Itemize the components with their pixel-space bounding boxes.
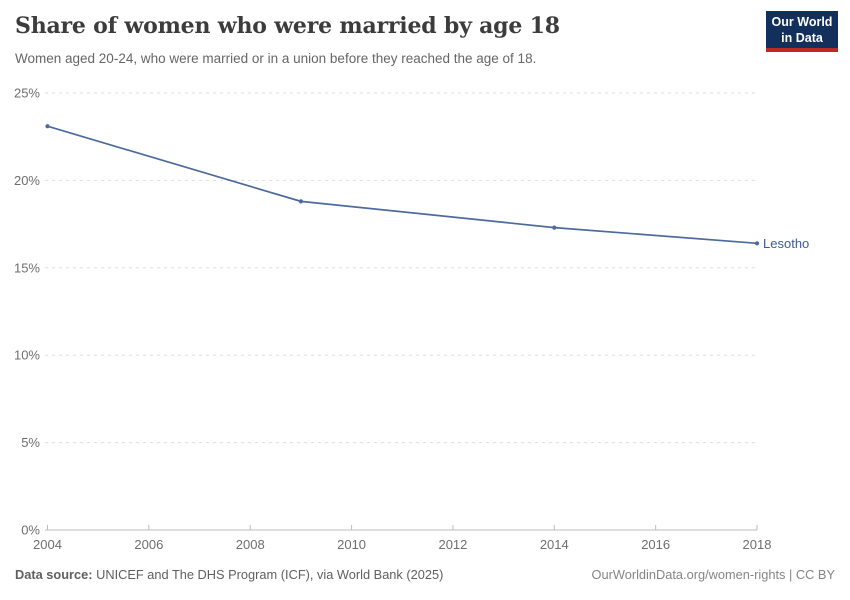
x-tick-label: 2004: [33, 537, 62, 552]
y-tick-label: 0%: [21, 523, 40, 538]
line-chart: 0% 5% 10% 15% 20% 25% 2004 2006 2008 2010 2012 2014…: [14, 86, 809, 552]
data-point: [552, 225, 557, 230]
series-label: Lesotho: [763, 236, 809, 251]
x-tick-label: 2014: [540, 537, 569, 552]
x-tick-label: 2018: [743, 537, 772, 552]
chart-subtitle: Women aged 20-24, who were married or in…: [15, 51, 537, 66]
page-title: Share of women who were married by age 1…: [15, 13, 560, 39]
x-tick-label: 2016: [641, 537, 670, 552]
chart-footer: Data source: UNICEF and The DHS Program …: [15, 567, 835, 582]
owid-logo[interactable]: Our World in Data: [766, 11, 838, 52]
data-point: [754, 241, 760, 246]
y-tick-label: 20%: [14, 173, 40, 188]
x-tick-label: 2006: [134, 537, 163, 552]
data-point: [298, 199, 303, 204]
x-tick-label: 2012: [438, 537, 467, 552]
data-source-value: UNICEF and The DHS Program (ICF), via Wo…: [92, 567, 444, 582]
x-tick-label: 2010: [337, 537, 366, 552]
credit-link[interactable]: OurWorldinData.org/women-rights | CC BY: [591, 567, 835, 582]
y-tick-label: 10%: [14, 348, 40, 363]
y-tick-label: 25%: [14, 86, 40, 101]
data-point: [45, 124, 50, 129]
x-tick-label: 2008: [236, 537, 265, 552]
owid-logo-line1: Our World: [771, 15, 833, 29]
y-tick-label: 15%: [14, 260, 40, 275]
y-tick-label: 5%: [21, 435, 40, 450]
owid-logo-line2: in Data: [781, 31, 823, 45]
data-source-label: Data source:: [15, 567, 93, 582]
data-source-text: Data source: UNICEF and The DHS Program …: [15, 567, 443, 582]
data-line: [47, 125, 758, 245]
